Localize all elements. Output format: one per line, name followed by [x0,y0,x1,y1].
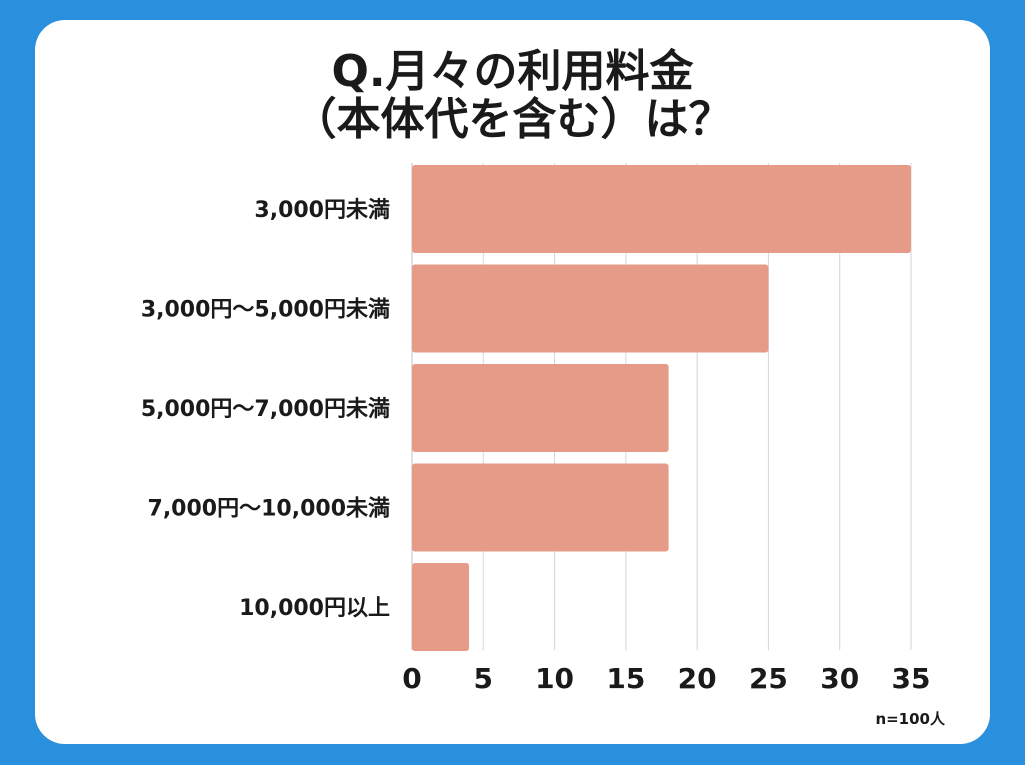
x-axis-ticks: 0 5 10 15 20 25 30 35 [402,662,930,695]
sample-size-note: n=100人 [875,710,945,728]
bar-4 [412,463,669,552]
category-label-4: 7,000円〜10,000未満 [148,496,390,522]
chart-title-line2: （本体代を含む）は？ [292,94,733,145]
bar-1 [412,165,911,253]
x-tick-label: 20 [678,662,717,695]
category-label-3: 5,000円〜7,000円未満 [141,396,390,422]
bar-5 [412,563,470,651]
category-label-5: 10,000円以上 [239,596,390,621]
bar-2 [412,264,769,353]
x-tick-label: 10 [535,662,574,695]
chart-title-line1: Q.月々の利用料金 [331,46,694,97]
category-label-1: 3,000円未満 [254,197,390,223]
x-tick-label: 30 [820,662,859,695]
x-tick-label: 25 [749,662,788,695]
bar-3 [412,364,669,452]
x-tick-label: 5 [474,662,493,695]
category-labels: 3,000円未満 3,000円〜5,000円未満 5,000円〜7,000円未満 7,… [141,197,390,621]
x-tick-label: 15 [606,662,645,695]
x-tick-label: 35 [892,662,931,695]
bars [412,165,911,651]
x-tick-label: 0 [402,662,421,695]
category-label-2: 3,000円〜5,000円未満 [141,297,390,323]
